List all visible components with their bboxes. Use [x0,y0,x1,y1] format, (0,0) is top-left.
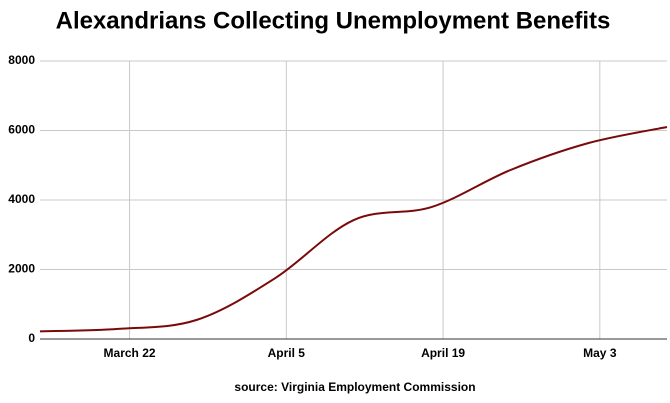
source-note: source: Virginia Employment Commission [234,380,475,394]
chart-title: Alexandrians Collecting Unemployment Ben… [56,7,611,34]
x-tick-label: April 5 [268,346,306,360]
y-tick-label: 0 [28,331,35,345]
x-tick-label: April 19 [421,346,465,360]
y-tick-label: 4000 [8,192,35,206]
x-tick-label: March 22 [104,346,156,360]
y-tick-label: 6000 [8,123,35,137]
y-tick-label: 2000 [8,262,35,276]
line-series [39,126,668,333]
x-tick-label: May 3 [583,346,617,360]
y-tick-label: 8000 [8,53,35,67]
